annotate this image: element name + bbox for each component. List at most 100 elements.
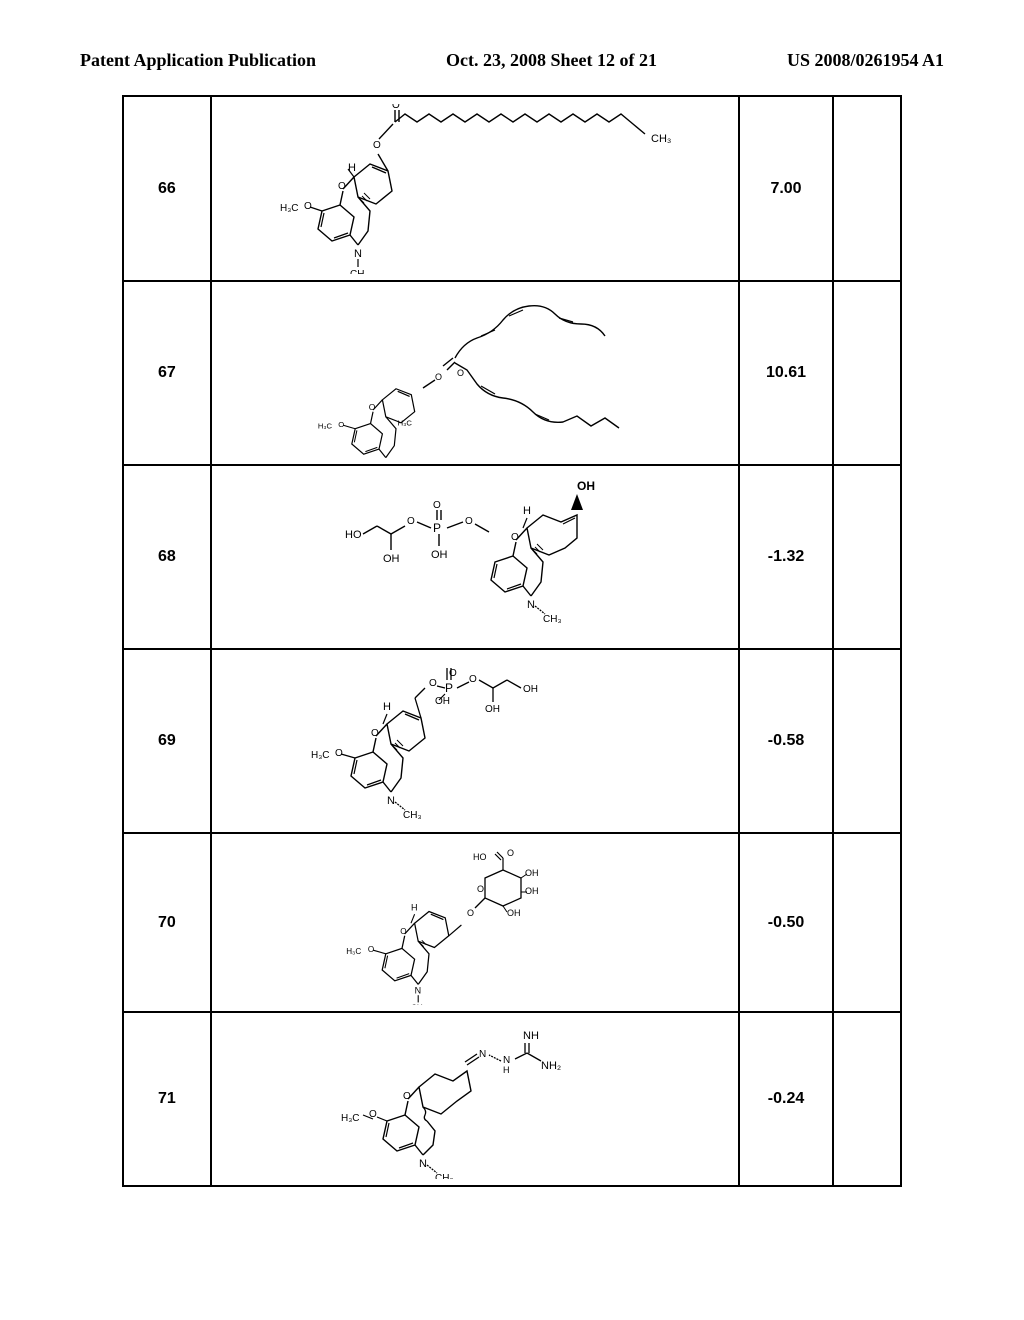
svg-text:H: H [383,701,391,713]
svg-text:HO: HO [473,852,487,862]
structure-70: O O HO OH OH OH [225,840,725,1005]
svg-text:OH: OH [507,908,521,918]
svg-text:O: O [433,500,441,511]
svg-text:O: O [373,140,381,151]
svg-text:OH: OH [431,549,448,561]
extra-cell [833,281,901,465]
structure-66: CH₃ O O H [225,104,725,274]
svg-text:N: N [414,985,421,995]
structure-cell: O O HO OH OH OH [211,833,739,1012]
svg-text:OH: OH [523,684,538,695]
svg-text:CH₃: CH₃ [435,1173,454,1179]
compound-value: -0.58 [739,649,833,833]
svg-text:OH: OH [577,479,595,493]
svg-text:O: O [465,516,473,527]
svg-text:NH₂: NH₂ [541,1060,561,1072]
compound-id: 68 [123,465,211,649]
svg-text:O: O [467,908,474,918]
svg-text:N: N [527,599,535,611]
svg-text:P: P [433,521,441,535]
svg-text:H: H [503,1065,510,1075]
svg-text:H₃C: H₃C [280,203,299,214]
compound-value: -1.32 [739,465,833,649]
compound-value: -0.24 [739,1012,833,1186]
svg-text:O: O [407,516,415,527]
svg-text:OH: OH [435,696,450,707]
svg-text:H₃C: H₃C [311,750,330,761]
structure-67: O O O H₃C O [225,288,725,458]
svg-text:CH₃: CH₃ [411,1004,426,1006]
table-row: 68 OH HO OH O P [123,465,901,649]
svg-text:N: N [419,1158,427,1170]
compound-id: 71 [123,1012,211,1186]
svg-text:O: O [392,104,400,111]
extra-cell [833,465,901,649]
svg-text:H₃C: H₃C [318,422,333,431]
compound-value: 10.61 [739,281,833,465]
svg-text:O: O [368,945,374,954]
table-row: 67 O O [123,281,901,465]
svg-text:CH₃: CH₃ [350,269,369,274]
table-row: 71 NH NH₂ N H N [123,1012,901,1186]
patent-page: Patent Application Publication Oct. 23, … [0,0,1024,1320]
svg-text:P: P [445,681,453,695]
svg-text:OH: OH [525,886,539,896]
page-header: Patent Application Publication Oct. 23, … [80,50,944,71]
svg-text:NH: NH [523,1030,539,1042]
svg-text:O: O [369,402,376,412]
extra-cell [833,96,901,281]
svg-text:OH: OH [485,704,500,715]
extra-cell [833,833,901,1012]
structure-cell: OH HO OH O P O OH [211,465,739,649]
svg-text:H₃C: H₃C [341,1113,360,1124]
svg-text:O: O [429,678,437,689]
svg-text:O: O [477,884,484,894]
svg-text:O: O [304,201,312,212]
table-row: 66 CH₃ O O [123,96,901,281]
compound-id: 70 [123,833,211,1012]
svg-text:OH: OH [383,553,400,565]
svg-text:H: H [348,162,356,174]
compound-value: 7.00 [739,96,833,281]
svg-text:N: N [354,248,362,260]
header-center: Oct. 23, 2008 Sheet 12 of 21 [446,50,657,71]
compound-table: 66 CH₃ O O [122,95,902,1187]
extra-cell [833,649,901,833]
svg-text:CH₃: CH₃ [651,133,671,145]
structure-cell: O P OH O O OH OH [211,649,739,833]
compound-id: 66 [123,96,211,281]
svg-text:HO: HO [345,529,362,541]
svg-text:H: H [523,505,531,517]
structure-69: O P OH O O OH OH [225,656,725,826]
compound-id: 67 [123,281,211,465]
svg-text:O: O [507,848,514,858]
svg-text:OH: OH [525,868,539,878]
svg-text:O: O [338,420,344,429]
header-left: Patent Application Publication [80,50,316,71]
svg-text:H₃C: H₃C [397,418,412,427]
structure-68: OH HO OH O P O OH [225,472,725,642]
svg-text:O: O [400,927,406,936]
svg-text:O: O [469,674,477,685]
svg-text:CH₃: CH₃ [543,614,562,625]
svg-text:O: O [449,668,457,679]
structure-71: NH NH₂ N H N [225,1019,725,1179]
svg-text:N: N [479,1049,486,1060]
table-row: 70 O O HO OH [123,833,901,1012]
svg-text:O: O [457,368,464,378]
svg-text:H: H [411,903,418,913]
compound-id: 69 [123,649,211,833]
svg-text:N: N [387,795,395,807]
structure-cell: NH NH₂ N H N [211,1012,739,1186]
svg-text:H₃C: H₃C [346,947,361,956]
svg-text:CH₃: CH₃ [403,810,422,821]
table-row: 69 O P OH O O [123,649,901,833]
svg-text:O: O [435,372,442,382]
svg-text:O: O [335,748,343,759]
header-right: US 2008/0261954 A1 [787,50,944,71]
compound-value: -0.50 [739,833,833,1012]
structure-cell: CH₃ O O H [211,96,739,281]
extra-cell [833,1012,901,1186]
structure-cell: O O O H₃C O [211,281,739,465]
svg-text:O: O [369,1109,377,1120]
